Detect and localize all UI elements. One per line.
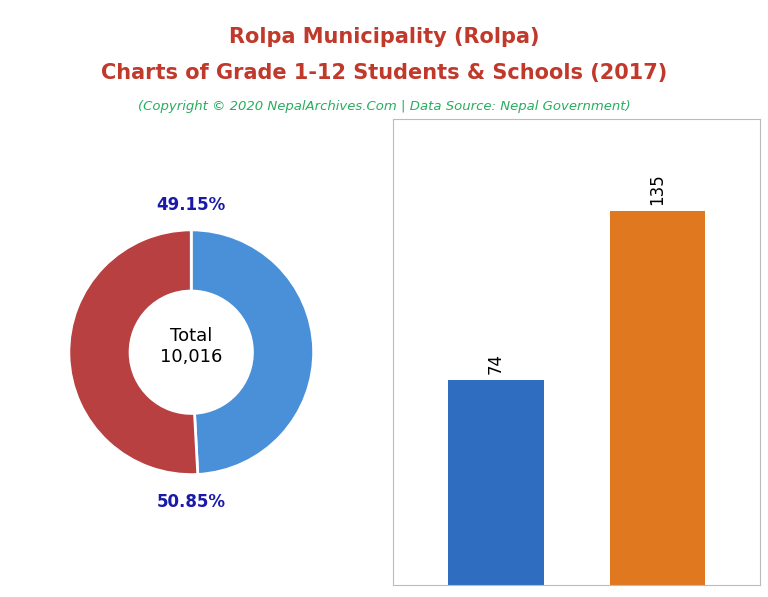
Text: 74: 74 xyxy=(487,353,505,374)
Text: 49.15%: 49.15% xyxy=(157,196,226,214)
Wedge shape xyxy=(69,230,198,475)
Text: Rolpa Municipality (Rolpa): Rolpa Municipality (Rolpa) xyxy=(229,27,539,47)
Text: 50.85%: 50.85% xyxy=(157,493,226,510)
Text: (Copyright © 2020 NepalArchives.Com | Data Source: Nepal Government): (Copyright © 2020 NepalArchives.Com | Da… xyxy=(137,100,631,113)
Bar xyxy=(610,211,705,585)
Wedge shape xyxy=(191,230,313,475)
Text: 135: 135 xyxy=(648,174,667,205)
Text: Charts of Grade 1-12 Students & Schools (2017): Charts of Grade 1-12 Students & Schools … xyxy=(101,63,667,83)
Text: Total
10,016: Total 10,016 xyxy=(160,327,223,365)
Bar xyxy=(449,380,544,585)
